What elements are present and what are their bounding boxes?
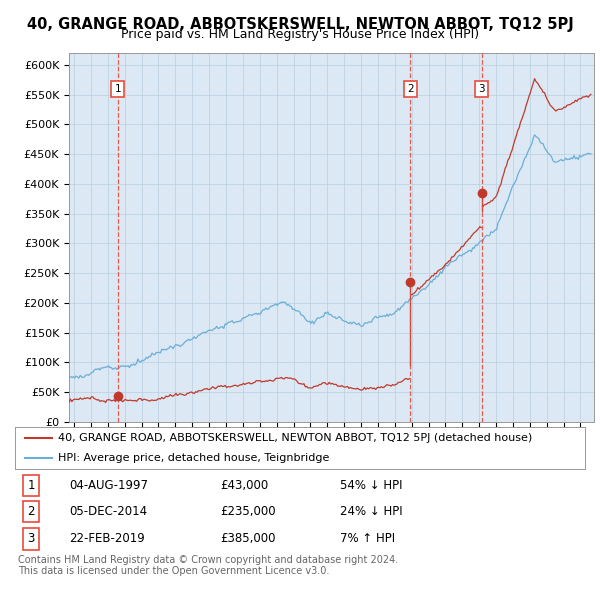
Text: £235,000: £235,000 [220, 505, 276, 519]
Text: 1: 1 [115, 84, 121, 94]
Text: HPI: Average price, detached house, Teignbridge: HPI: Average price, detached house, Teig… [58, 454, 329, 463]
Text: 40, GRANGE ROAD, ABBOTSKERSWELL, NEWTON ABBOT, TQ12 5PJ: 40, GRANGE ROAD, ABBOTSKERSWELL, NEWTON … [26, 17, 574, 31]
Text: Contains HM Land Registry data © Crown copyright and database right 2024.
This d: Contains HM Land Registry data © Crown c… [18, 555, 398, 576]
Text: 22-FEB-2019: 22-FEB-2019 [69, 532, 145, 545]
Text: £43,000: £43,000 [220, 479, 268, 492]
Text: 24% ↓ HPI: 24% ↓ HPI [340, 505, 403, 519]
Text: 2: 2 [407, 84, 413, 94]
Text: 05-DEC-2014: 05-DEC-2014 [69, 505, 147, 519]
Text: 1: 1 [27, 479, 35, 492]
Text: 04-AUG-1997: 04-AUG-1997 [69, 479, 148, 492]
Text: 54% ↓ HPI: 54% ↓ HPI [340, 479, 403, 492]
Text: £385,000: £385,000 [220, 532, 276, 545]
Text: 7% ↑ HPI: 7% ↑ HPI [340, 532, 395, 545]
Text: 3: 3 [27, 532, 35, 545]
Text: Price paid vs. HM Land Registry's House Price Index (HPI): Price paid vs. HM Land Registry's House … [121, 28, 479, 41]
Text: 3: 3 [478, 84, 485, 94]
Text: 40, GRANGE ROAD, ABBOTSKERSWELL, NEWTON ABBOT, TQ12 5PJ (detached house): 40, GRANGE ROAD, ABBOTSKERSWELL, NEWTON … [58, 432, 532, 442]
Text: 2: 2 [27, 505, 35, 519]
